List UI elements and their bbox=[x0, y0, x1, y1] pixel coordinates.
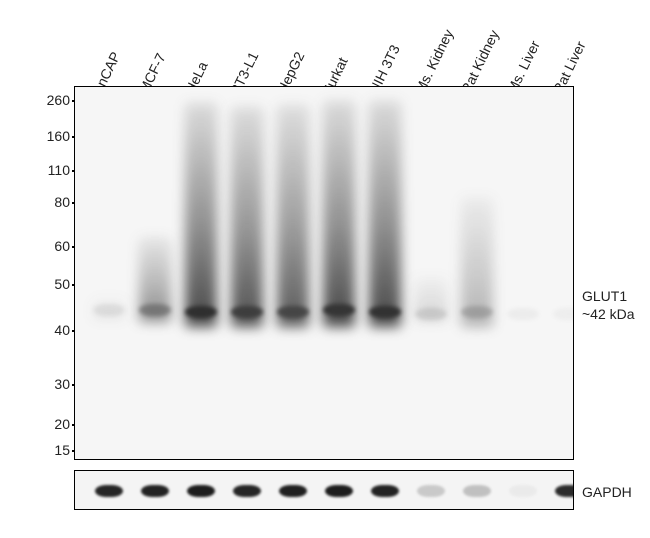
gapdh-band bbox=[371, 485, 399, 497]
glut1-smear bbox=[277, 105, 309, 327]
gapdh-band bbox=[325, 485, 353, 497]
mw-label: 80 bbox=[20, 194, 70, 210]
glut1-smear bbox=[231, 107, 263, 327]
glut1-band bbox=[231, 306, 263, 318]
glut1-blot-panel bbox=[74, 86, 574, 460]
mw-label: 50 bbox=[20, 276, 70, 292]
mw-label: 110 bbox=[20, 162, 70, 178]
gapdh-band bbox=[187, 485, 215, 497]
gapdh-blot-panel bbox=[74, 470, 574, 510]
glut1-band bbox=[185, 306, 217, 318]
glut1-smear bbox=[369, 101, 401, 327]
gapdh-band bbox=[279, 485, 307, 497]
glut1-smear bbox=[185, 103, 217, 327]
glut1-band bbox=[369, 306, 401, 318]
glut1-label: GLUT1 bbox=[582, 288, 627, 304]
mw-label: 30 bbox=[20, 376, 70, 392]
glut1-mw-label: ~42 kDa bbox=[582, 306, 635, 322]
gapdh-band bbox=[463, 485, 491, 497]
gapdh-band bbox=[509, 485, 537, 497]
mw-label: 40 bbox=[20, 322, 70, 338]
glut1-band bbox=[415, 308, 447, 320]
mw-label: 20 bbox=[20, 416, 70, 432]
mw-label: 260 bbox=[20, 92, 70, 108]
glut1-band bbox=[323, 304, 355, 316]
glut1-band bbox=[507, 308, 539, 320]
figure-container: LnCAPMCF-7HeLa3T3-L1HepG2JurkatNIH 3T3Ms… bbox=[0, 0, 650, 538]
gapdh-band bbox=[141, 485, 169, 497]
glut1-band bbox=[461, 306, 493, 318]
gapdh-band bbox=[233, 485, 261, 497]
gapdh-band bbox=[555, 485, 574, 497]
gapdh-label: GAPDH bbox=[582, 484, 632, 500]
gapdh-band bbox=[95, 485, 123, 497]
glut1-band bbox=[553, 308, 574, 320]
mw-label: 15 bbox=[20, 442, 70, 458]
gapdh-band bbox=[417, 485, 445, 497]
mw-label: 60 bbox=[20, 238, 70, 254]
glut1-band bbox=[139, 304, 171, 316]
glut1-band bbox=[277, 306, 309, 318]
glut1-smear bbox=[323, 101, 355, 327]
glut1-band bbox=[93, 304, 125, 316]
mw-label: 160 bbox=[20, 128, 70, 144]
